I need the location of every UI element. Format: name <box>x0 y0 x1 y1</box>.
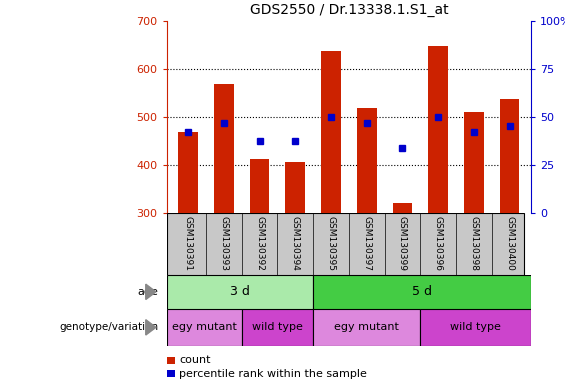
Bar <box>214 84 234 213</box>
Text: GSM130398: GSM130398 <box>470 216 479 271</box>
Text: percentile rank within the sample: percentile rank within the sample <box>179 369 367 379</box>
Bar <box>500 99 519 213</box>
Text: GSM130392: GSM130392 <box>255 217 264 271</box>
Text: GSM130399: GSM130399 <box>398 216 407 271</box>
Bar <box>167 275 313 309</box>
Text: 3 d: 3 d <box>230 285 250 298</box>
Text: egy mutant: egy mutant <box>334 322 399 333</box>
Text: wild type: wild type <box>252 322 303 333</box>
Bar <box>393 203 412 213</box>
Bar <box>250 159 270 213</box>
Bar <box>428 46 448 213</box>
Text: wild type: wild type <box>450 322 501 333</box>
Bar <box>357 108 377 213</box>
Text: egy mutant: egy mutant <box>172 322 237 333</box>
Text: GSM130395: GSM130395 <box>327 216 336 271</box>
Bar <box>420 309 531 346</box>
Text: GSM130397: GSM130397 <box>362 216 371 271</box>
Text: GSM130393: GSM130393 <box>219 216 228 271</box>
Text: GSM130394: GSM130394 <box>291 217 300 271</box>
Text: count: count <box>179 355 211 365</box>
Bar <box>464 112 484 213</box>
Bar <box>179 132 198 213</box>
Bar <box>313 275 531 309</box>
Text: genotype/variation: genotype/variation <box>59 322 158 333</box>
Bar <box>313 309 420 346</box>
Text: GSM130400: GSM130400 <box>505 217 514 271</box>
Text: GSM130396: GSM130396 <box>434 216 443 271</box>
Text: age: age <box>137 287 158 297</box>
Text: 5 d: 5 d <box>412 285 432 298</box>
Text: GSM130391: GSM130391 <box>184 216 193 271</box>
Bar <box>321 51 341 213</box>
Bar <box>285 162 305 213</box>
Bar <box>242 309 313 346</box>
Bar <box>167 309 242 346</box>
Title: GDS2550 / Dr.13338.1.S1_at: GDS2550 / Dr.13338.1.S1_at <box>250 3 448 17</box>
